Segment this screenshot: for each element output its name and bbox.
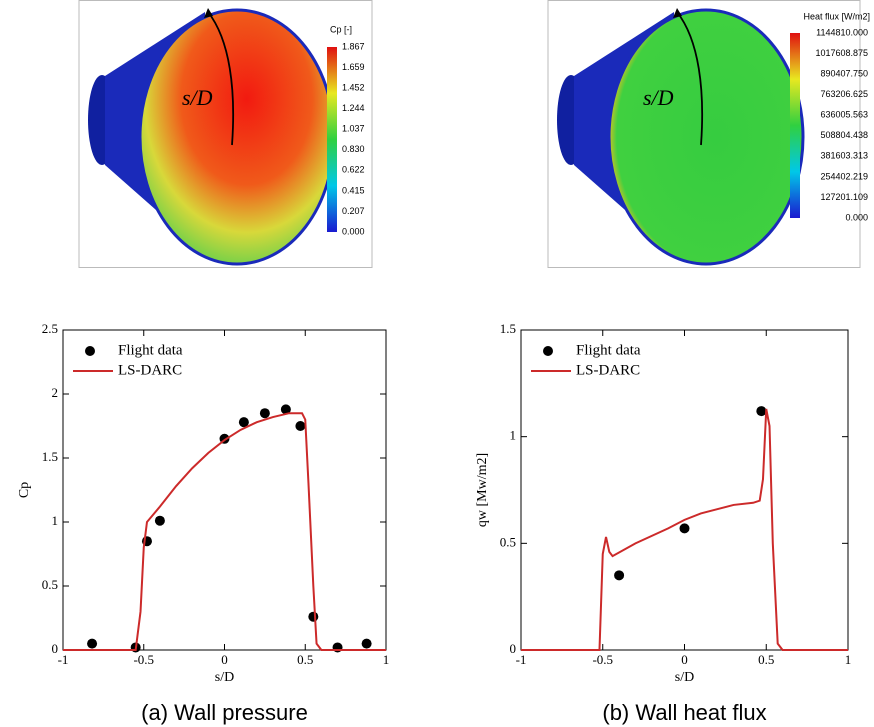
caption: (a) Wall pressure	[141, 700, 308, 725]
y-axis-label: qw [Mw/m2]	[475, 453, 490, 527]
chart: -1 -0.5 0 0.5 1 0 0.5 1 1.5 2 2.5 s/D Cp (a) Wall pre…	[17, 321, 389, 725]
data-point	[680, 523, 690, 533]
line	[63, 413, 386, 650]
colorbar-label: 890407.750	[820, 68, 868, 78]
data-point	[362, 639, 372, 649]
y-tick-label: 0.5	[42, 577, 58, 592]
render-a: s/D Cp [-] 1.867 1.659 1.452 1.244 1.037 0.83…	[79, 1, 372, 268]
x-tick-label: 0	[681, 652, 688, 667]
colorbar-label: 1017608.875	[815, 48, 868, 58]
y-tick-label: 1.5	[42, 449, 58, 464]
x-axis-label: s/D	[675, 670, 694, 685]
colorbar-label: 254402.219	[820, 171, 868, 181]
colorbar-label: 636005.563	[820, 110, 868, 120]
colorbar-label: 1.867	[342, 41, 365, 51]
colorbar-title: Heat flux [W/m2]	[803, 11, 870, 21]
colorbar-label: 0.000	[845, 212, 868, 222]
render-b: s/D Heat flux [W/m2] 1144810.000 1017608.…	[548, 1, 870, 268]
y-tick-label: 0.5	[500, 534, 516, 549]
colorbar-label: 0.830	[342, 144, 365, 154]
chart: -1 -0.5 0 0.5 1 0 0.5 1 1.5 s/D qw [Mw/m2] (b) Wall…	[475, 321, 851, 725]
colorbar-label: 381603.313	[820, 151, 868, 161]
legend-label: Flight data	[118, 342, 183, 358]
x-tick-label: -0.5	[592, 652, 613, 667]
plot-frame	[63, 330, 386, 650]
x-tick-label: 1	[845, 652, 852, 667]
x-tick-label: 0.5	[297, 652, 313, 667]
colorbar-label: 1.037	[342, 124, 365, 134]
x-tick-label: 0	[221, 652, 228, 667]
y-tick-label: 1.5	[500, 321, 516, 336]
x-axis-label: s/D	[215, 670, 234, 685]
data-point	[87, 639, 97, 649]
legend-swatch	[85, 346, 95, 356]
y-tick-label: 2	[52, 385, 59, 400]
colorbar-label: 127201.109	[820, 192, 868, 202]
figure: s/D Cp [-] 1.867 1.659 1.452 1.244 1.037 0.83…	[0, 0, 874, 727]
x-tick-label: 0.5	[758, 652, 774, 667]
face	[609, 10, 803, 264]
y-tick-label: 1	[510, 428, 517, 443]
legend-label: Flight data	[576, 342, 641, 358]
y-tick-label: 1	[52, 513, 59, 528]
data-point	[155, 516, 165, 526]
annotation: s/D	[182, 85, 213, 110]
colorbar-label: 763206.625	[820, 89, 868, 99]
colorbar-label: 0.415	[342, 185, 365, 195]
colorbar	[790, 33, 800, 218]
colorbar-label: 0.622	[342, 165, 365, 175]
legend-label: LS-DARC	[576, 362, 640, 378]
colorbar-label: 1144810.000	[816, 27, 868, 37]
data-point	[308, 612, 318, 622]
legend-swatch	[543, 346, 553, 356]
data-point	[614, 570, 624, 580]
y-tick-label: 0	[510, 641, 517, 656]
y-axis-label: Cp	[17, 482, 32, 498]
y-tick-label: 2.5	[42, 321, 58, 336]
data-point	[295, 421, 305, 431]
x-tick-label: -0.5	[133, 652, 154, 667]
legend-label: LS-DARC	[118, 362, 182, 378]
x-tick-label: -1	[516, 652, 527, 667]
colorbar	[327, 47, 337, 232]
x-tick-label: 1	[383, 652, 390, 667]
charts: -1 -0.5 0 0.5 1 0 0.5 1 1.5 2 2.5 s/D Cp (a) Wall pre…	[17, 321, 851, 725]
plot-frame	[521, 330, 848, 650]
colorbar-label: 1.244	[342, 103, 365, 113]
annotation: s/D	[643, 85, 674, 110]
data-point	[756, 406, 766, 416]
y-tick-label: 0	[52, 641, 59, 656]
colorbar-label: 508804.438	[820, 130, 868, 140]
x-tick-label: -1	[58, 652, 69, 667]
data-point	[260, 408, 270, 418]
colorbar-label: 1.659	[342, 62, 365, 72]
caption: (b) Wall heat flux	[602, 700, 766, 725]
colorbar-label: 0.207	[342, 206, 365, 216]
face	[140, 10, 334, 264]
colorbar-label: 1.452	[342, 82, 365, 92]
colorbar-title: Cp [-]	[330, 24, 352, 34]
colorbar-label: 0.000	[342, 226, 365, 236]
